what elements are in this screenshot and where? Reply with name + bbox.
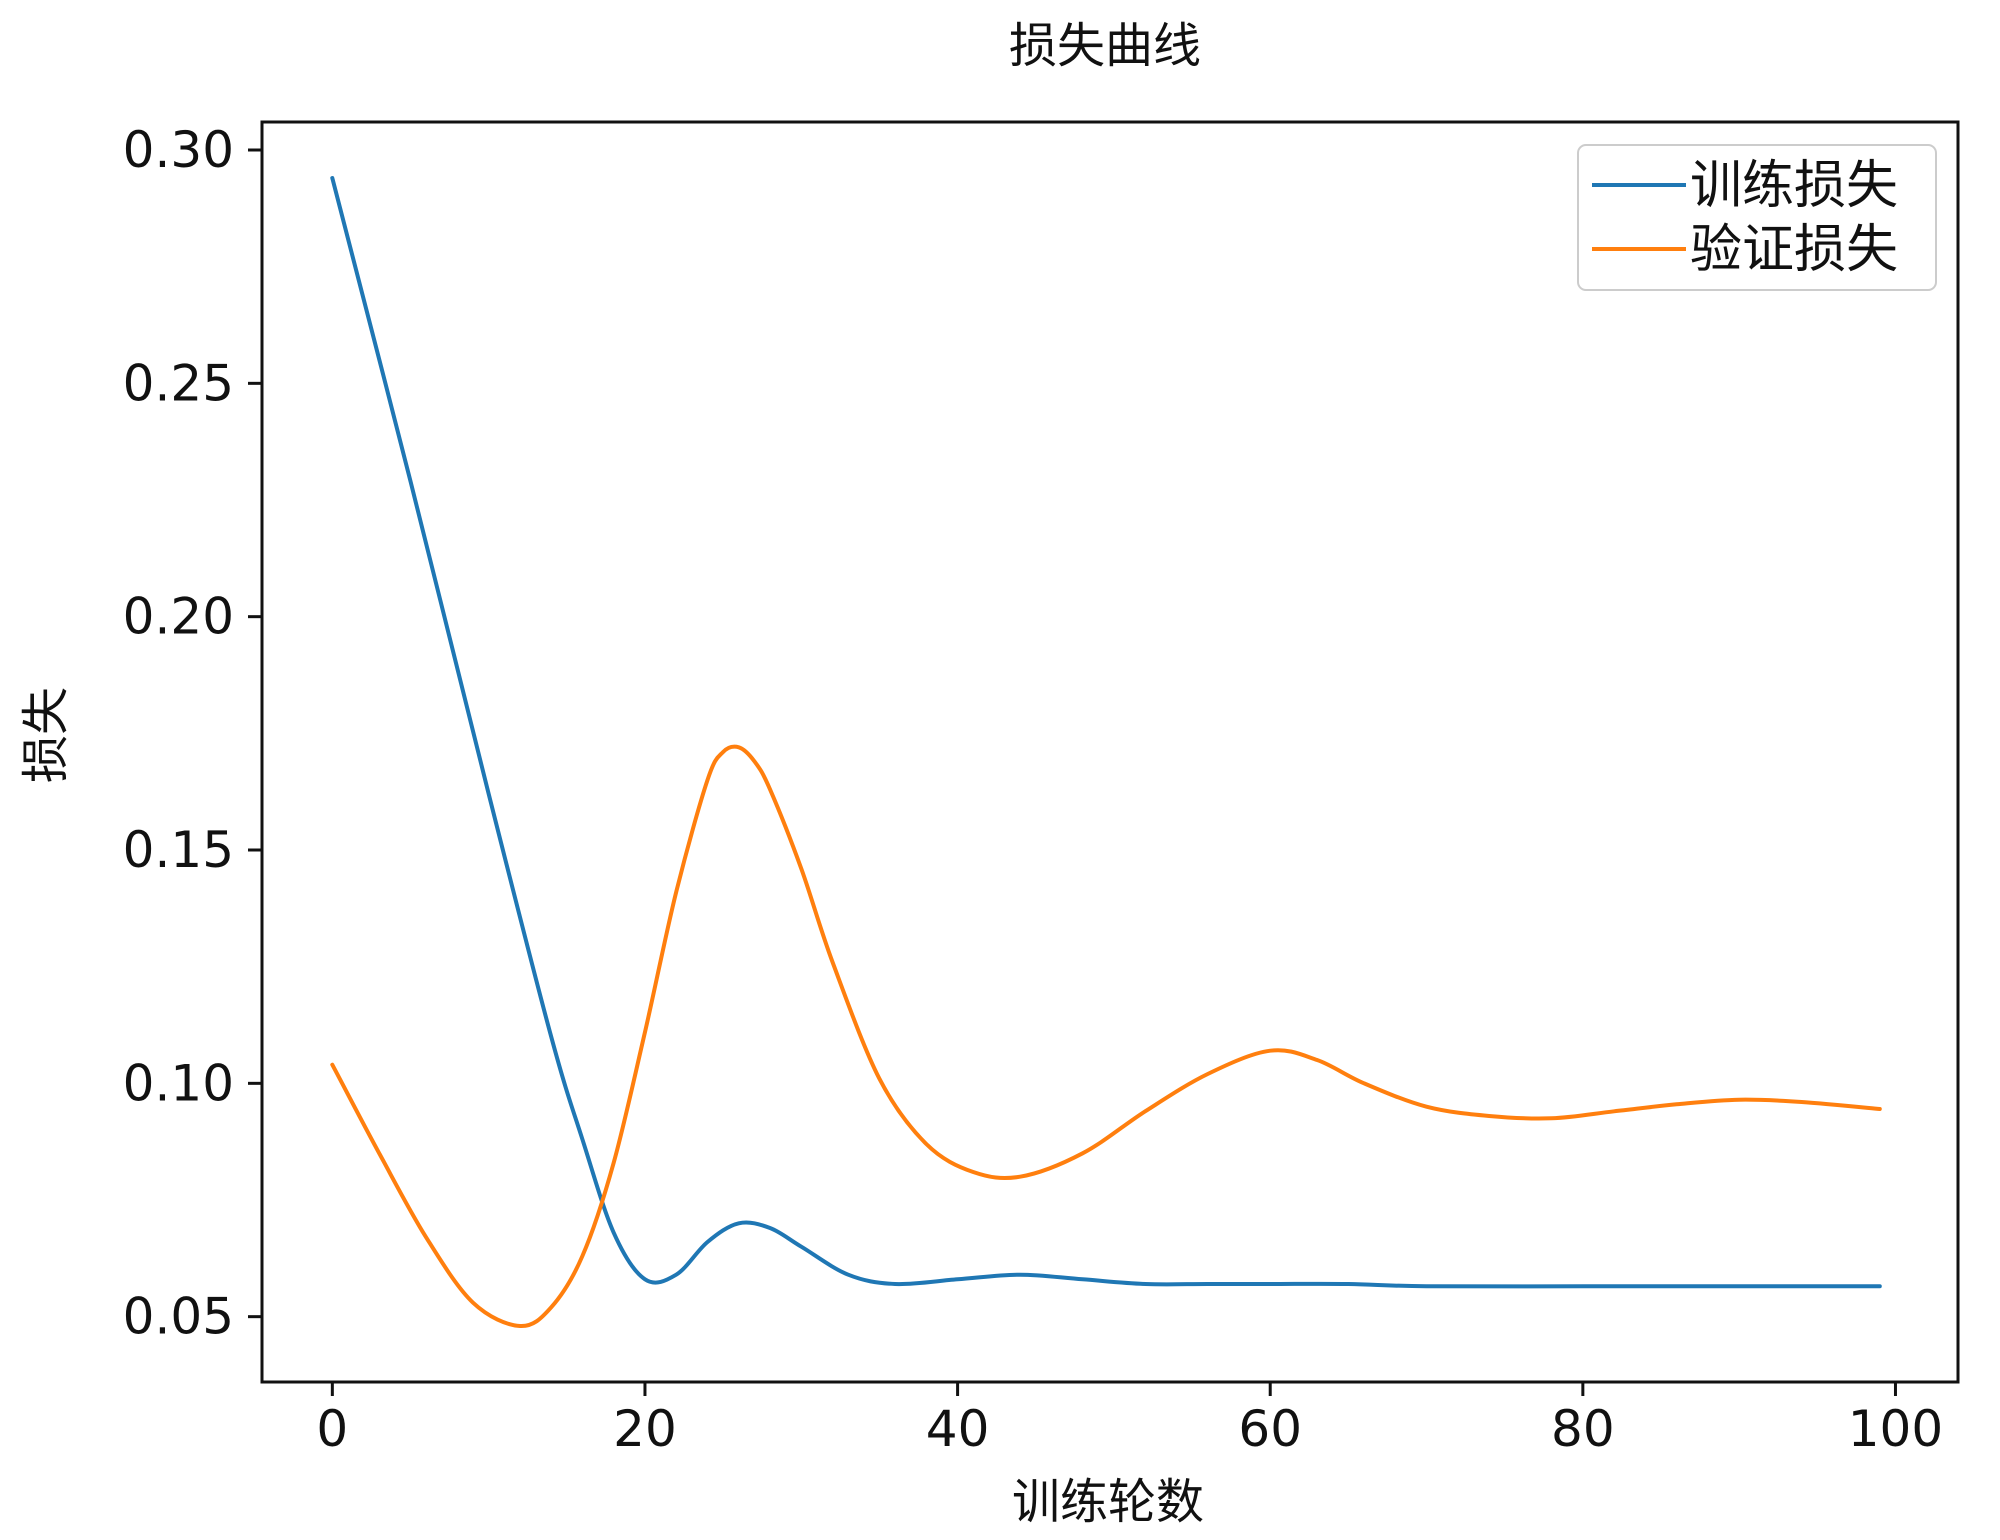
x-tick-label: 100	[1848, 1400, 1943, 1458]
x-tick-label: 0	[316, 1400, 348, 1458]
plot-frame	[260, 120, 1960, 1384]
x-axis-title: 训练轮数	[1012, 1474, 1204, 1530]
y-tick-label: 0.30	[123, 121, 234, 179]
legend-label-1: 验证损失	[1690, 220, 1898, 280]
y-tick-label: 0.20	[123, 588, 234, 646]
y-tick-label: 0.10	[123, 1054, 234, 1112]
series-line-0	[330, 176, 1882, 1289]
legend-label-0: 训练损失	[1690, 156, 1898, 216]
y-axis-title: 损失	[18, 687, 74, 783]
legend-box	[1577, 144, 1937, 291]
x-tick-label: 60	[1238, 1400, 1302, 1458]
plot-series	[330, 176, 1882, 1329]
y-tick-label: 0.15	[123, 821, 234, 879]
x-tick-label: 40	[926, 1400, 990, 1458]
x-tick-label: 80	[1551, 1400, 1615, 1458]
chart-title: 损失曲线	[1009, 18, 1201, 74]
y-tick-label: 0.25	[123, 354, 234, 412]
y-axis: 0.05 0.10 0.15 0.20 0.25 0.30	[123, 121, 262, 1346]
x-tick-label: 20	[613, 1400, 677, 1458]
series-line-1	[330, 744, 1882, 1329]
y-tick-label: 0.05	[123, 1288, 234, 1346]
x-axis: 0 20 40 60 80 100	[316, 1382, 1943, 1458]
